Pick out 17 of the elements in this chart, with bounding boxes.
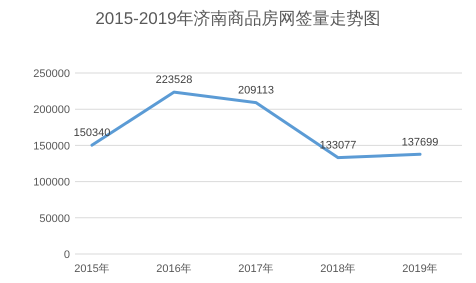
chart-title: 2015-2019年济南商品房网签量走势图: [95, 9, 381, 28]
x-tick-label: 2018年: [320, 263, 356, 275]
data-label: 223528: [156, 74, 192, 86]
y-tick-label: 200000: [33, 104, 70, 116]
x-tick-label: 2019年: [402, 263, 438, 275]
data-label: 150340: [74, 127, 110, 140]
x-tick-label: 2015年: [74, 263, 110, 275]
x-tick-label: 2017年: [238, 263, 274, 275]
y-tick-label: 100000: [33, 176, 70, 189]
y-tick-label: 250000: [33, 68, 70, 80]
x-tick-label: 2016年: [156, 263, 192, 275]
data-label: 133077: [320, 140, 356, 152]
data-label: 137699: [402, 136, 438, 148]
data-label: 209113: [238, 84, 274, 97]
y-tick-label: 50000: [39, 212, 70, 225]
y-tick-label: 150000: [33, 140, 70, 152]
y-tick-label: 0: [64, 249, 70, 261]
